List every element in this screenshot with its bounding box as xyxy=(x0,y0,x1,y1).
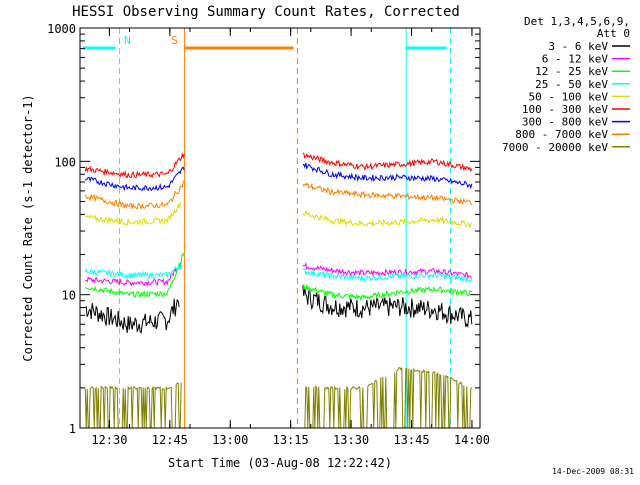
x-tick-label: 13:00 xyxy=(212,433,248,447)
legend-label: 25 - 50 keV xyxy=(535,78,608,91)
y-tick-label: 1000 xyxy=(47,22,76,36)
legend-label: 7000 - 20000 keV xyxy=(502,141,608,154)
series-line xyxy=(84,382,182,429)
x-tick-label: 13:15 xyxy=(273,433,309,447)
legend-header-line-1: Det 1,3,4,5,6,9, xyxy=(524,15,630,28)
x-tick-label: 13:30 xyxy=(333,433,369,447)
x-tick-label: 14:00 xyxy=(454,433,490,447)
x-tick-label: 13:45 xyxy=(393,433,429,447)
y-tick-label: 10 xyxy=(62,289,76,303)
annotation-label: N xyxy=(124,34,131,47)
series-layer xyxy=(84,152,473,429)
series-line xyxy=(302,210,473,229)
footer-timestamp: 14-Dec-2009 08:31 xyxy=(552,467,634,476)
legend-label: 800 - 7000 keV xyxy=(515,128,608,141)
axis-ticks: 12:30 12:45 13:00 13:15 13:30 13:45 14:00 1 10 10… xyxy=(47,22,490,447)
series-line xyxy=(84,252,185,299)
x-tick-label: 12:30 xyxy=(91,433,127,447)
annotation-label: S xyxy=(171,34,178,47)
series-line xyxy=(84,166,185,192)
series-line xyxy=(85,202,182,226)
series-line xyxy=(302,162,473,190)
legend-label: 100 - 300 keV xyxy=(522,103,608,116)
series-line xyxy=(84,263,182,280)
legend-label: 300 - 800 keV xyxy=(522,116,608,129)
legend-label: 50 - 100 keV xyxy=(529,90,609,103)
chart-title: HESSI Observing Summary Count Rates, Cor… xyxy=(72,4,460,20)
y-axis-label-text: Corrected Count Rate (s-1 detector-1) xyxy=(21,94,35,361)
series-line xyxy=(302,152,473,173)
series-line xyxy=(302,283,472,302)
series-line xyxy=(84,298,180,334)
series-line xyxy=(302,367,472,429)
legend-label: 3 - 6 keV xyxy=(548,40,608,53)
legend-header-line-2: Att 0 xyxy=(597,27,630,40)
series-line xyxy=(85,262,182,287)
y-tick-label: 1 xyxy=(69,422,76,436)
x-tick-label: 12:45 xyxy=(152,433,188,447)
series-line xyxy=(302,261,473,280)
series-line xyxy=(84,179,185,211)
x-axis-label: Start Time (03-Aug-08 12:22:42) xyxy=(168,456,392,470)
series-line xyxy=(302,182,473,206)
legend-label: 6 - 12 keV xyxy=(542,53,609,66)
legend-label: 12 - 25 keV xyxy=(535,65,608,78)
series-line xyxy=(302,268,473,284)
y-axis-label: Corrected Count Rate (s-1 detector-1) xyxy=(21,94,35,361)
y-tick-label: 100 xyxy=(54,155,76,169)
series-line xyxy=(84,152,185,179)
plot-frame xyxy=(79,27,481,429)
series-line xyxy=(302,285,473,329)
